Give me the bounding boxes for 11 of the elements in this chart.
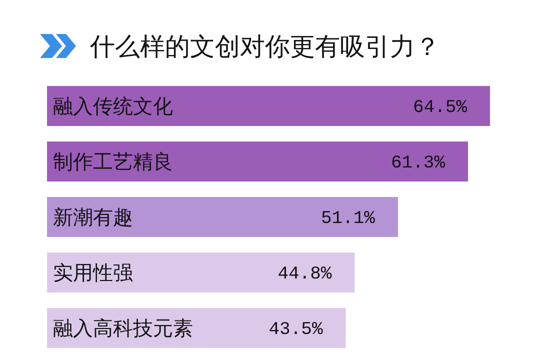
value-label: 64.5% (413, 98, 467, 118)
category-label: 实用性强 (53, 260, 133, 284)
category-label: 新潮有趣 (53, 205, 133, 229)
value-label: 51.1% (320, 209, 375, 229)
title: 什么样的文创对你更有吸引力？ (90, 32, 440, 61)
category-label: 融入传统文化 (53, 94, 173, 118)
category-label: 融入高科技元素 (53, 316, 193, 340)
value-label: 44.8% (278, 264, 332, 284)
value-label: 43.5% (268, 320, 323, 340)
value-label: 61.3% (391, 154, 446, 174)
category-label: 制作工艺精良 (53, 150, 173, 174)
